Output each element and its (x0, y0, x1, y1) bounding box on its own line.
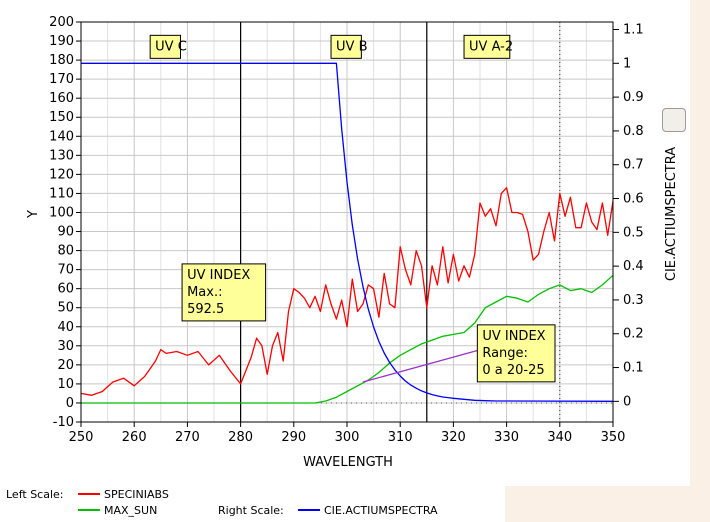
y-tick-label: 0 (66, 396, 74, 411)
y-tick-label: 40 (57, 320, 74, 335)
x-tick-label: 260 (122, 430, 147, 445)
x-tick-label: 250 (69, 430, 94, 445)
y2-tick-label: 0.5 (623, 225, 644, 240)
legend-item-label: MAX_SUN (104, 504, 157, 517)
annotation-box-uvc (149, 34, 181, 59)
axes: -100102030405060708090100110120130140150… (49, 15, 644, 445)
y-tick-label: 80 (57, 244, 74, 259)
grid (80, 21, 614, 423)
y-tick-label: 150 (49, 110, 74, 125)
x-tick-label: 270 (175, 430, 200, 445)
annotation-text: UV INDEX (187, 268, 250, 283)
annotation-text: 592.5 (187, 302, 224, 317)
x-axis-title: WAVELENGTH (303, 455, 393, 470)
x-tick-label: 310 (388, 430, 413, 445)
y2-axis-title: CIE.ACTIUMSPECTRA (664, 147, 679, 281)
legend-left-scale-label: Left Scale: (6, 488, 64, 501)
y-tick-label: 190 (49, 34, 74, 49)
annotation-box-uva2 (463, 34, 511, 59)
y2-tick-label: 0.8 (623, 124, 644, 139)
annotation-text: UV B (336, 39, 367, 54)
y-tick-label: 180 (49, 53, 74, 68)
y-tick-label: 170 (49, 72, 74, 87)
y-tick-label: 20 (57, 358, 74, 373)
y-tick-label: 90 (57, 225, 74, 240)
annotation-text: UV INDEX (482, 329, 545, 344)
y-tick-label: 10 (57, 377, 74, 392)
series-line-max-sun (81, 274, 614, 404)
y2-tick-label: 0.2 (623, 327, 644, 342)
y-tick-label: 120 (49, 167, 74, 182)
annotation-box-uvindex-max (181, 263, 267, 322)
legend: Left Scale: SPECINIABS MAX_SUN Right Scale:… (6, 488, 438, 517)
annotation-box-uvindex-range (476, 324, 556, 383)
y-tick-label: 60 (57, 282, 74, 297)
options-button[interactable] (662, 108, 686, 132)
annotation-text: 0 a 20-25 (482, 363, 544, 378)
x-tick-label: 280 (228, 430, 253, 445)
annotation-text: Range: (482, 346, 528, 361)
x-tick-label: 350 (601, 430, 626, 445)
series-lines (80, 62, 614, 404)
legend-item-label: CIE.ACTIUMSPECTRA (324, 504, 438, 517)
y-tick-label: 130 (49, 148, 74, 163)
annotation-box-uvb (330, 34, 362, 59)
y2-tick-label: 1 (623, 56, 631, 71)
y2-tick-label: 0.6 (623, 192, 644, 207)
x-tick-label: 340 (547, 430, 572, 445)
chart-panel (0, 0, 690, 486)
annotation-pointer (362, 349, 478, 383)
y-tick-label: 110 (49, 186, 74, 201)
y2-tick-label: 0.7 (623, 158, 644, 173)
y-tick-label: 50 (57, 301, 74, 316)
y2-tick-label: 1.1 (623, 23, 644, 38)
annotations: UV C UV B UV A-2 UV INDEX Max.: 592.5 UV INDEX… (149, 34, 556, 383)
annotation-text: UV A-2 (469, 39, 513, 54)
x-tick-label: 330 (494, 430, 519, 445)
series-line-cie-actiumspectra (81, 62, 614, 402)
x-tick-label: 320 (441, 430, 466, 445)
y-tick-label: 140 (49, 129, 74, 144)
y2-tick-label: 0.9 (623, 90, 644, 105)
y2-tick-label: 0.3 (623, 293, 644, 308)
legend-right-scale-label: Right Scale: (218, 504, 284, 517)
x-tick-label: 290 (281, 430, 306, 445)
y2-tick-label: 0.4 (623, 259, 644, 274)
y2-tick-label: 0.1 (623, 361, 644, 376)
region-dividers (240, 22, 561, 422)
y-tick-label: -10 (53, 415, 74, 430)
series-line-speciniabs (80, 187, 614, 396)
y-tick-label: 200 (49, 15, 74, 30)
y2-tick-label: 0 (623, 394, 631, 409)
x-tick-label: 300 (335, 430, 360, 445)
annotation-text: UV C (155, 39, 187, 54)
y-axis-title: Y (26, 210, 41, 219)
y-tick-label: 100 (49, 205, 74, 220)
y-tick-label: 70 (57, 263, 74, 278)
y-tick-label: 160 (49, 91, 74, 106)
annotation-text: Max.: (187, 285, 222, 300)
legend-item-label: SPECINIABS (104, 488, 169, 501)
legend-panel (0, 486, 505, 522)
y-tick-label: 30 (57, 339, 74, 354)
